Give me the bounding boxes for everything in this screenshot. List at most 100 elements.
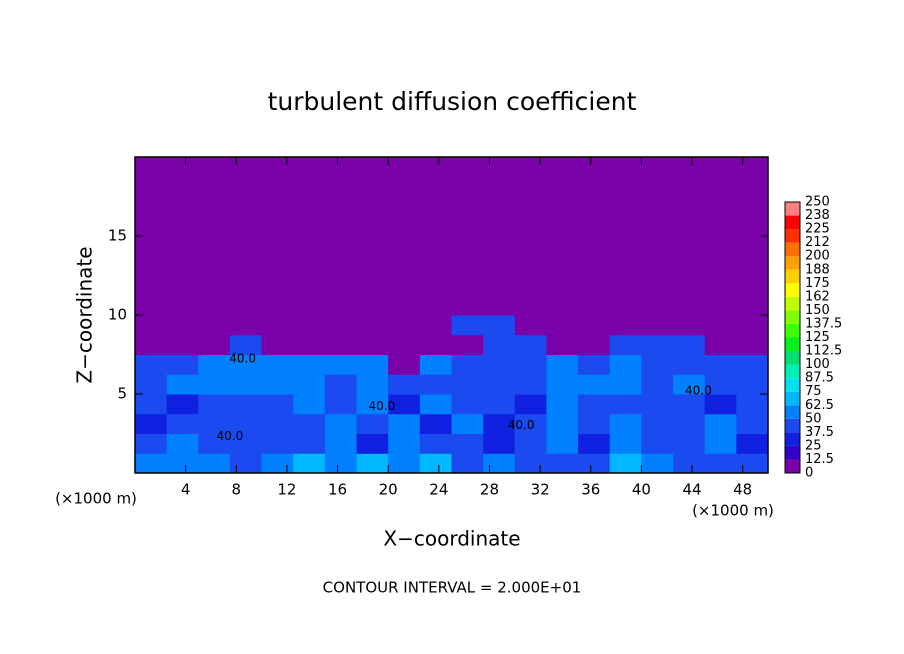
colorbar-label: 162 <box>805 289 830 304</box>
heat-cell <box>293 334 326 355</box>
heat-cell <box>324 334 358 355</box>
heat-cell <box>451 334 484 355</box>
heat-cell <box>261 394 294 415</box>
heat-cell <box>356 354 389 375</box>
heat-cell <box>356 394 389 415</box>
heat-cell <box>293 176 326 197</box>
heat-cell <box>704 216 737 237</box>
heat-cell <box>673 275 706 296</box>
heat-cell <box>483 157 516 178</box>
heat-cell <box>514 157 547 178</box>
heat-cell <box>736 216 769 237</box>
heat-cell <box>483 433 516 454</box>
heat-cell <box>135 433 168 454</box>
heat-cell <box>388 433 421 454</box>
heat-cell <box>451 196 484 217</box>
heat-cell <box>324 374 358 395</box>
heat-cell <box>546 453 579 474</box>
heat-cell <box>166 157 199 178</box>
heat-cell <box>546 394 579 415</box>
heat-cell <box>135 216 168 237</box>
colorbar-swatch <box>785 296 800 311</box>
heat-cell <box>229 236 263 257</box>
heat-cell <box>166 295 199 316</box>
heat-cell <box>229 196 263 217</box>
heat-cell <box>166 176 199 197</box>
contour-label: 40.0 <box>229 352 256 366</box>
colorbar-swatch <box>785 378 800 392</box>
heat-cell <box>483 176 516 197</box>
heat-cell <box>135 354 168 375</box>
heat-cell <box>198 216 231 237</box>
heat-cell <box>704 334 737 355</box>
heat-cell <box>198 334 231 355</box>
heat-cell <box>451 275 484 296</box>
heat-cell <box>229 255 263 276</box>
heat-cell <box>135 334 168 355</box>
heat-cell <box>419 453 452 474</box>
heat-cell <box>704 315 737 336</box>
heat-cell <box>324 157 358 178</box>
colorbar-label: 100 <box>805 357 830 372</box>
heat-cell <box>704 236 737 257</box>
heat-cell <box>451 315 484 336</box>
heat-cell <box>419 413 452 434</box>
heat-cell <box>293 413 326 434</box>
heat-cell <box>483 315 516 336</box>
heat-cell <box>578 196 611 217</box>
x-unit-label: (×1000 m) <box>692 502 774 520</box>
heat-cell <box>546 315 579 336</box>
heat-cell <box>673 413 706 434</box>
heat-cell <box>704 453 737 474</box>
heat-cell <box>578 275 611 296</box>
contour-label: 40.0 <box>369 399 396 413</box>
heat-cell <box>261 157 294 178</box>
x-tick-label: 28 <box>480 481 499 499</box>
heat-cell <box>135 453 168 474</box>
heat-cell <box>198 295 231 316</box>
heat-cell <box>483 394 516 415</box>
heat-cell <box>261 176 294 197</box>
heat-cell <box>293 354 326 375</box>
heat-cell <box>229 394 263 415</box>
x-tick-label: 32 <box>531 481 550 499</box>
heat-cell <box>166 275 199 296</box>
heat-cell <box>166 196 199 217</box>
heat-cell <box>673 236 706 257</box>
heat-cell <box>514 236 547 257</box>
heat-cell <box>578 334 611 355</box>
heat-cell <box>419 315 452 336</box>
heat-cell <box>578 157 611 178</box>
heat-cell <box>609 315 642 336</box>
heat-cell <box>324 413 358 434</box>
heat-cell <box>641 295 674 316</box>
x-tick-label: 44 <box>682 481 701 499</box>
heat-cell <box>229 295 263 316</box>
heat-cell <box>419 157 452 178</box>
heat-cell <box>135 295 168 316</box>
heat-cell <box>419 295 452 316</box>
heat-cell <box>451 236 484 257</box>
heat-cell <box>198 157 231 178</box>
heat-cell <box>261 334 294 355</box>
heat-cell <box>451 255 484 276</box>
heat-cell <box>135 176 168 197</box>
x-tick-label: 20 <box>379 481 398 499</box>
heat-cell <box>166 433 199 454</box>
y-tick-label: 15 <box>108 227 127 245</box>
heat-cell <box>578 295 611 316</box>
heat-cell <box>483 453 516 474</box>
colorbar-label: 137.5 <box>805 316 842 331</box>
heat-cell <box>673 453 706 474</box>
heat-cell <box>229 334 263 355</box>
heat-cell <box>356 374 389 395</box>
heat-cell <box>641 453 674 474</box>
colorbar-swatch <box>785 229 800 243</box>
colorbar-label: 200 <box>805 249 830 264</box>
heat-cell <box>135 236 168 257</box>
heat-cell <box>673 157 706 178</box>
heat-cell <box>641 196 674 217</box>
heat-cell <box>419 374 452 395</box>
heat-cell <box>229 157 263 178</box>
heat-cell <box>641 255 674 276</box>
